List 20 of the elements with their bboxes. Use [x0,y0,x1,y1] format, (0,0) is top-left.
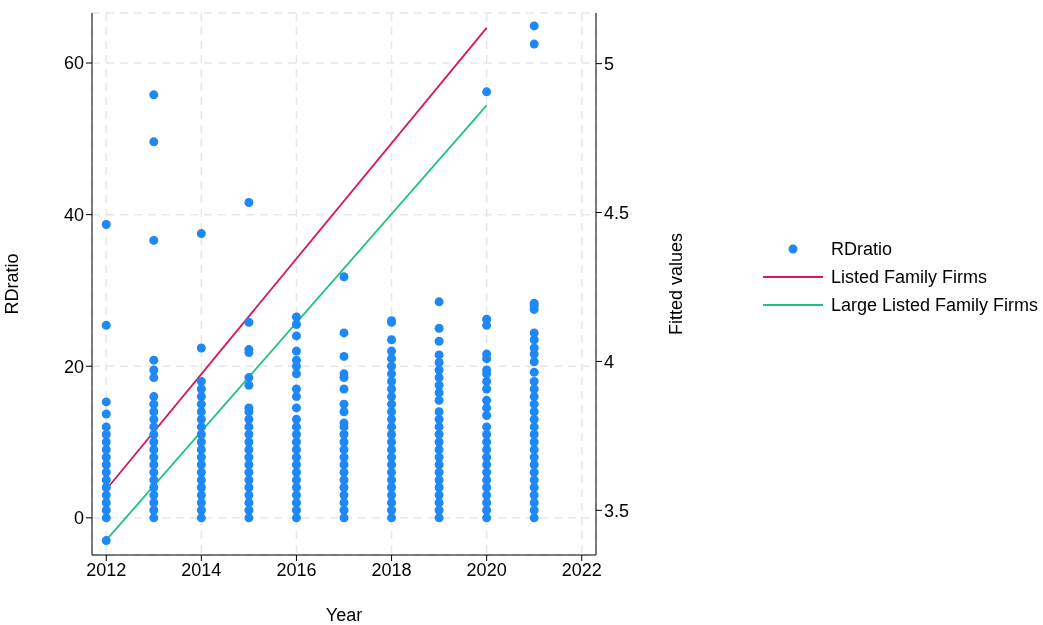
y2-tick-label: 4 [604,351,615,372]
y-tick-label: 60 [63,53,84,74]
legend-label: RDratio [830,238,892,261]
x-tick-label: 2012 [86,559,127,580]
y-tick-label: 40 [63,205,84,226]
y-tick-label: 20 [63,356,84,377]
y2-tick-label: 5 [604,54,615,75]
legend-label: Listed Family Firms [830,266,987,289]
x-tick-label: 2022 [561,559,602,580]
x-axis-title: Year [325,605,363,625]
y2-axis-title: Fitted values [666,232,687,336]
y-axis-title: RDratio [2,253,23,315]
x-tick-label: 2018 [371,559,412,580]
x-tick-label: 2014 [181,559,222,580]
y-tick-label: 0 [73,508,84,529]
y2-tick-label: 3.5 [604,500,630,521]
y2-tick-label: 4.5 [604,202,630,223]
x-tick-label: 2016 [276,559,317,580]
legend-label: Large Listed Family Firms [830,294,1038,317]
x-tick-label: 2020 [466,559,507,580]
